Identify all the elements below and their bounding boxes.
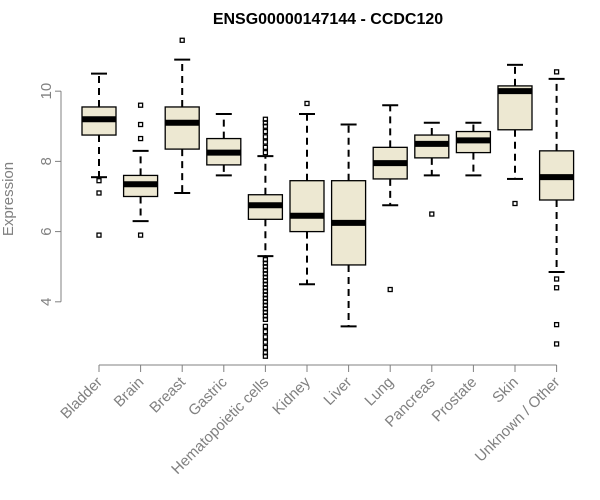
outlier-point: [262, 144, 269, 150]
box-unknown-other: [538, 69, 575, 347]
y-tick-label: 8: [38, 157, 55, 165]
outlier-point: [553, 321, 560, 328]
box-hematopoietic-cells: [247, 116, 284, 359]
outlier-point: [262, 353, 269, 359]
x-tick-label: Brain: [111, 374, 148, 411]
outlier-point: [262, 139, 269, 145]
outlier-point: [96, 232, 102, 238]
outlier-point: [262, 149, 269, 156]
outlier-point: [262, 316, 269, 323]
outlier-point: [179, 37, 185, 43]
outlier-point: [262, 344, 269, 351]
iqr-box: [164, 106, 200, 150]
x-tick-label: Liver: [320, 374, 355, 409]
y-axis-title: Expression: [0, 162, 17, 236]
outlier-point: [387, 286, 393, 293]
outlier-point: [553, 276, 560, 282]
outlier-point: [137, 135, 144, 142]
outlier-point: [137, 121, 144, 128]
box-prostate: [455, 121, 492, 177]
box-skin: [497, 63, 533, 207]
box-breast: [164, 37, 200, 194]
outlier-point: [429, 211, 435, 217]
outlier-point: [553, 341, 560, 347]
box-gastric: [206, 112, 242, 177]
y-tick-label: 10: [38, 83, 55, 100]
outlier-point: [96, 178, 102, 184]
outlier-point: [262, 334, 269, 340]
outlier-point: [96, 190, 102, 196]
outlier-point: [137, 102, 144, 108]
outlier-point: [262, 328, 269, 335]
outlier-point: [262, 339, 269, 345]
box-lung: [372, 104, 408, 293]
x-tick-label: Bladder: [57, 374, 106, 423]
outlier-point: [262, 323, 269, 330]
outlier-point: [262, 134, 269, 140]
x-tick-label: Prostate: [429, 374, 481, 426]
iqr-box: [289, 180, 325, 233]
y-tick-label: 6: [38, 227, 55, 235]
boxes-group: [81, 37, 575, 359]
box-bladder: [81, 72, 117, 238]
x-tick-label: Breast: [146, 373, 189, 416]
outlier-point: [137, 232, 144, 238]
outlier-point: [262, 123, 269, 129]
y-tick-label: 4: [38, 298, 55, 306]
box-kidney: [289, 100, 325, 286]
outlier-point: [304, 100, 310, 107]
box-brain: [122, 102, 159, 238]
y-axis: 4 6 8 10: [38, 83, 62, 306]
outlier-point: [553, 285, 560, 291]
x-tick-label: Skin: [489, 374, 522, 407]
box-pancreas: [414, 121, 450, 217]
x-tick-label: Kidney: [269, 373, 314, 418]
outlier-point: [262, 128, 269, 135]
outlier-point: [553, 69, 560, 75]
chart-title: ENSG00000147144 - CCDC120: [213, 11, 443, 28]
outlier-point: [512, 200, 518, 207]
box-liver: [330, 123, 367, 328]
x-tick-label: Lung: [361, 374, 397, 410]
